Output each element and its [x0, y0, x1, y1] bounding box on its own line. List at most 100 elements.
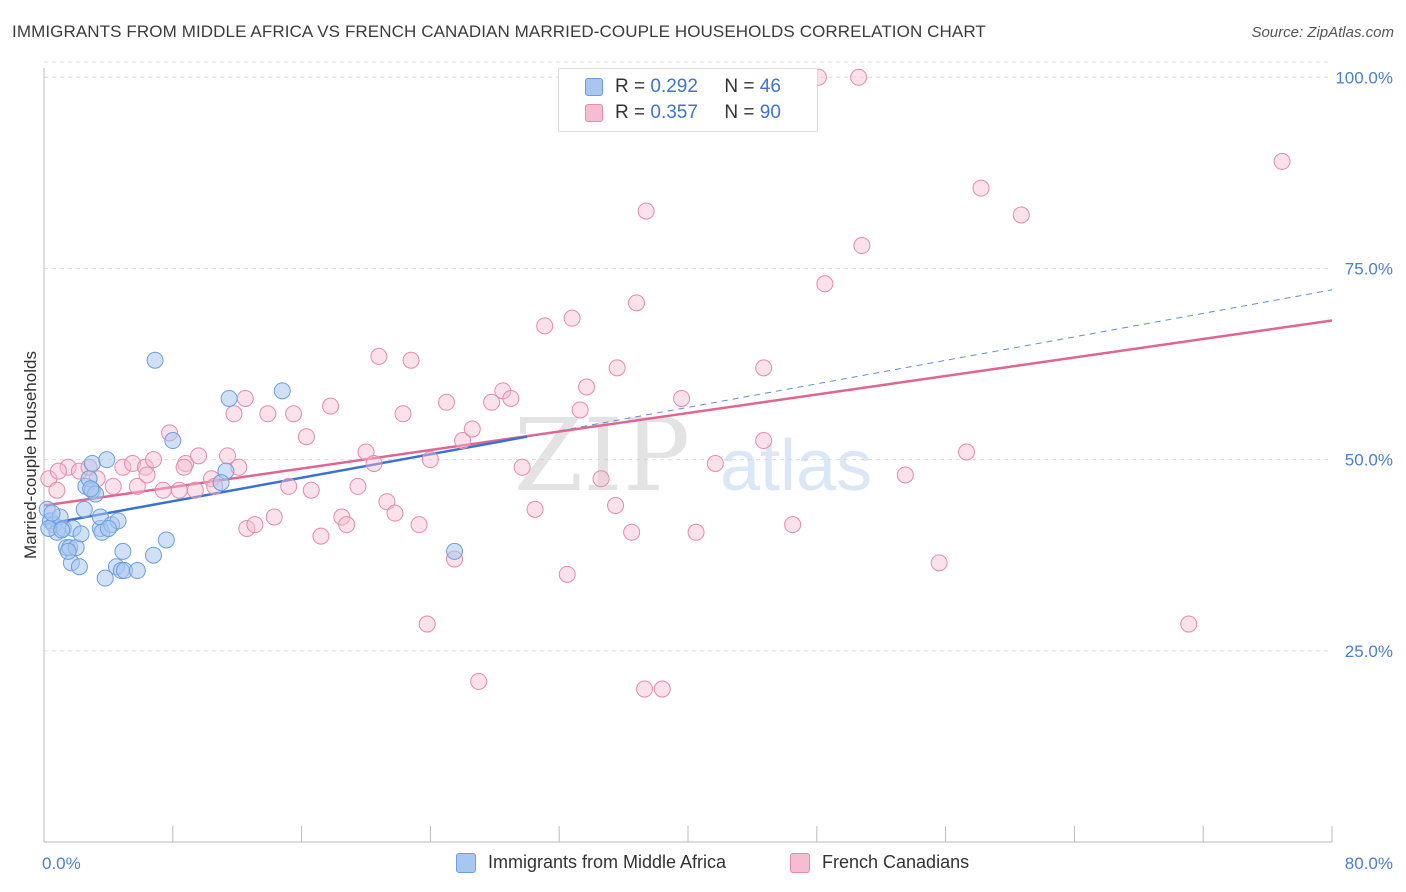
axes [43, 68, 1333, 843]
data-point-french-canadians [502, 389, 520, 407]
data-point-french-canadians [302, 481, 320, 499]
data-point-middle-africa [99, 519, 117, 537]
legend-n-label: N = [724, 102, 755, 123]
legend-row-series1: R = 0.292 N = 46 [585, 75, 781, 99]
data-point-french-canadians [896, 466, 914, 484]
data-point-french-canadians [558, 565, 576, 583]
data-point-french-canadians [365, 454, 383, 472]
data-point-middle-africa [157, 531, 175, 549]
legend-swatch-pink [585, 104, 603, 122]
data-point-french-canadians [637, 202, 655, 220]
legend-label-middle-africa: Immigrants from Middle Africa [488, 852, 727, 872]
legend-label-french-canadians: French Canadians [822, 852, 970, 872]
data-point-middle-africa [59, 542, 77, 560]
watermark-zip: ZIP [514, 397, 690, 514]
data-point-french-canadians [128, 477, 146, 495]
tick-labels: 25.0% 50.0% 75.0% 100.0% 0.0% 80.0% [42, 68, 1393, 873]
watermark: ZIP atlas [514, 397, 872, 514]
trend-lines [43, 289, 1333, 526]
data-point-middle-africa [114, 542, 132, 560]
data-point-french-canadians [410, 516, 428, 534]
legend-r-label: R = [615, 76, 646, 97]
x-tick-label: 80.0% [1345, 854, 1393, 873]
legend-r-label: R = [615, 102, 646, 123]
data-point-french-canadians [170, 481, 188, 499]
data-point-french-canadians [338, 516, 356, 534]
data-point-french-canadians [526, 500, 544, 518]
legend-item-middle-africa: Immigrants from Middle Africa [456, 852, 726, 873]
data-point-french-canadians [816, 275, 834, 293]
data-point-french-canadians [463, 420, 481, 438]
data-point-french-canadians [418, 615, 436, 633]
data-point-french-canadians [238, 519, 256, 537]
data-point-french-canadians [470, 672, 488, 690]
data-point-french-canadians [536, 317, 554, 335]
data-point-french-canadians [144, 451, 162, 469]
x-tick-label: 0.0% [42, 854, 81, 873]
data-point-french-canadians [386, 504, 404, 522]
data-point-middle-africa [43, 504, 61, 522]
data-point-french-canadians [592, 470, 610, 488]
data-point-french-canadians [259, 405, 277, 423]
data-point-french-canadians [972, 179, 990, 197]
data-point-french-canadians [853, 237, 871, 255]
legend-item-french-canadians: French Canadians [790, 852, 969, 873]
data-point-middle-africa [144, 546, 162, 564]
data-point-french-canadians [154, 481, 172, 499]
data-point-french-canadians [421, 451, 439, 469]
data-point-french-canadians [607, 497, 625, 515]
data-point-middle-africa [212, 474, 230, 492]
data-point-middle-africa [82, 480, 100, 498]
data-point-middle-africa [146, 351, 164, 369]
data-point-french-canadians [297, 428, 315, 446]
data-point-middle-africa [446, 542, 464, 560]
data-point-middle-africa [273, 382, 291, 400]
legend-n-value: 46 [759, 76, 781, 97]
data-point-middle-africa [53, 521, 71, 539]
data-point-french-canadians [755, 359, 773, 377]
data-point-french-canadians [322, 397, 340, 415]
data-point-french-canadians [370, 347, 388, 365]
data-point-french-canadians [483, 393, 501, 411]
data-point-french-canadians [265, 508, 283, 526]
y-tick-label: 50.0% [1345, 451, 1393, 470]
chart-title: IMMIGRANTS FROM MIDDLE AFRICA VS FRENCH … [12, 22, 986, 41]
data-point-french-canadians [673, 389, 691, 407]
series-legend: Immigrants from Middle Africa French Can… [0, 852, 1406, 878]
data-point-french-canadians [636, 680, 654, 698]
data-point-french-canadians [784, 516, 802, 534]
data-point-french-canadians [653, 680, 671, 698]
watermark-atlas: atlas [720, 426, 872, 506]
data-point-french-canadians [280, 477, 298, 495]
data-point-middle-africa [164, 432, 182, 450]
data-point-middle-africa [72, 525, 90, 543]
data-point-french-canadians [755, 432, 773, 450]
data-point-french-canadians [236, 389, 254, 407]
data-point-french-canadians [571, 401, 589, 419]
data-point-middle-africa [128, 562, 146, 580]
trend-line-french-canadians [43, 319, 1333, 507]
data-point-french-canadians [246, 516, 264, 534]
data-point-french-canadians [438, 393, 455, 411]
legend-swatch-blue [456, 852, 476, 873]
trend-line-middle-africa [43, 435, 528, 526]
data-point-french-canadians [190, 447, 208, 465]
data-point-french-canadians [394, 405, 412, 423]
data-point-french-canadians [225, 405, 243, 423]
data-point-french-canadians [930, 554, 948, 572]
data-point-french-canadians [114, 458, 132, 476]
data-point-french-canadians [175, 458, 193, 476]
legend-swatch-pink [790, 852, 810, 873]
data-point-french-canadians [563, 309, 581, 327]
data-point-french-canadians [513, 458, 531, 476]
data-point-french-canadians [402, 351, 420, 369]
data-point-french-canadians [124, 454, 142, 472]
data-point-french-canadians [104, 477, 122, 495]
gridlines [44, 61, 1332, 652]
data-point-french-canadians [138, 466, 156, 484]
trend-line-middle-africa-extension [526, 289, 1333, 438]
data-point-french-canadians [454, 432, 472, 450]
data-point-middle-africa [96, 569, 114, 587]
data-point-middle-africa [75, 500, 93, 518]
